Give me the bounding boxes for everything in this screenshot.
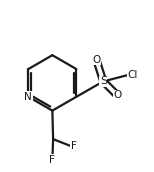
Text: N: N xyxy=(24,92,32,102)
Text: O: O xyxy=(92,55,101,65)
Text: O: O xyxy=(113,90,121,100)
Text: Cl: Cl xyxy=(127,70,138,80)
Text: F: F xyxy=(71,141,77,151)
Text: S: S xyxy=(100,76,107,86)
Text: F: F xyxy=(49,155,55,165)
